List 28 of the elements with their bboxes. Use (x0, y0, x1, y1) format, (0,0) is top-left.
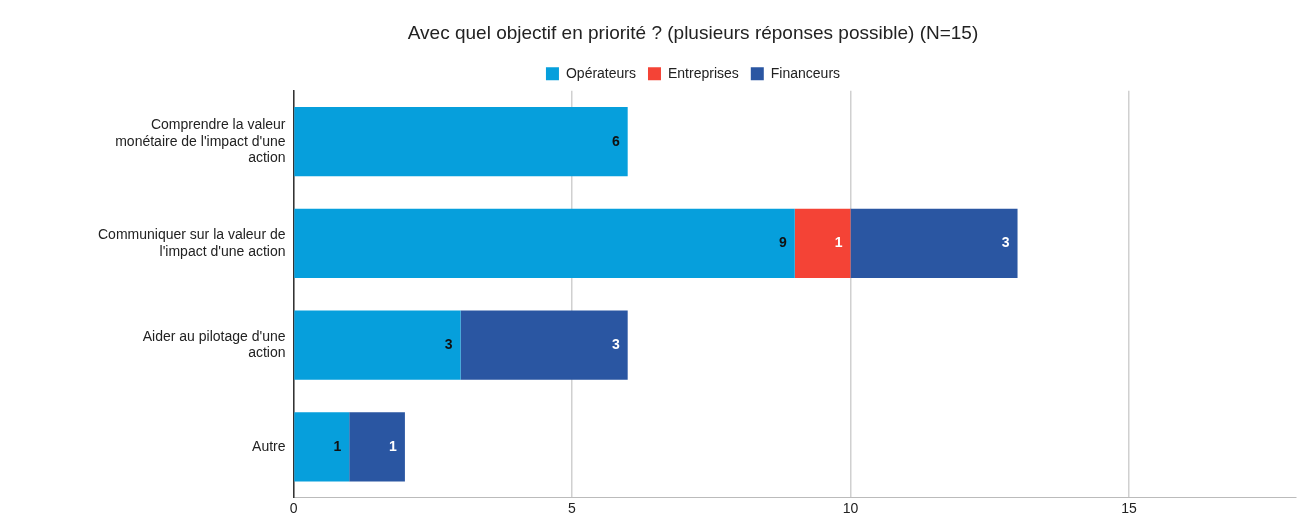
y-tick-label: Communiquer sur la valeur de l'impact d'une action (98, 225, 286, 259)
bar (294, 310, 461, 380)
data-label: 1 (389, 437, 398, 454)
bar (294, 107, 628, 177)
data-label: 3 (611, 336, 620, 353)
chart-title: Avec quel objectif en priorité ? (plusieurs réponses possible) (N=15) (407, 21, 979, 43)
legend-label: Financeurs (770, 64, 841, 81)
data-label: 1 (333, 437, 342, 454)
legend-label: Entreprises (667, 64, 739, 81)
x-tick-label: 5 (568, 500, 577, 517)
x-tick-label: 0 (289, 500, 298, 517)
data-label: 6 (611, 132, 620, 149)
bar (794, 208, 851, 279)
y-tick-label: Comprendre la valeur monétaire de l'impact d'une action (115, 115, 286, 166)
y-tick-label: Aider au pilotage d'une action (142, 327, 286, 361)
bar (349, 412, 405, 482)
bar (294, 208, 795, 279)
x-tick-label: 15 (1121, 500, 1137, 517)
bar (294, 412, 350, 482)
legend-label: Opérateurs (565, 64, 636, 81)
y-tick-label: Autre (252, 437, 286, 454)
data-label: 1 (834, 234, 843, 251)
data-label: 3 (444, 336, 453, 353)
data-label: 3 (1001, 234, 1010, 251)
bar (460, 310, 628, 380)
x-tick-label: 10 (842, 500, 859, 517)
data-label: 9 (778, 234, 787, 251)
bar (850, 208, 1018, 279)
